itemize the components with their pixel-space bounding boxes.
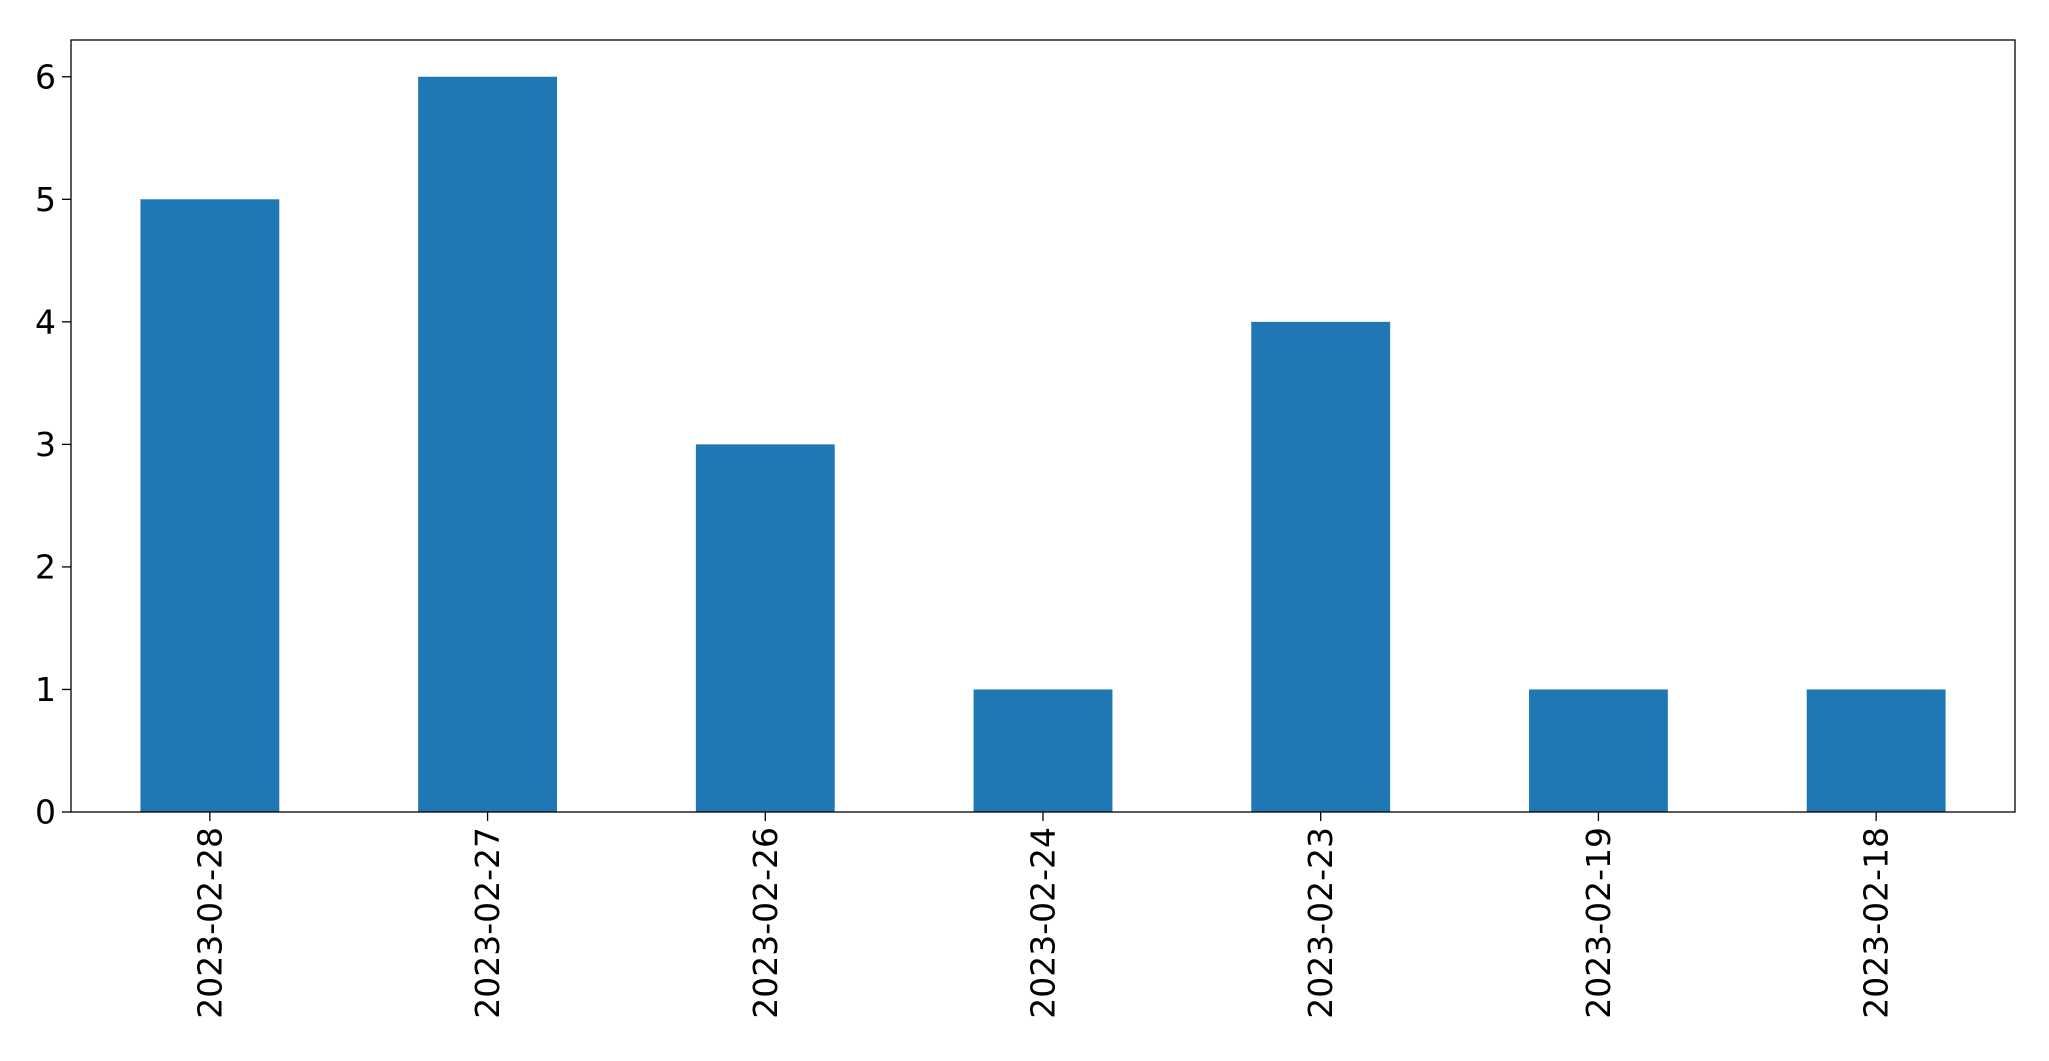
y-tick-label: 6	[35, 57, 56, 96]
bar-2023-02-19	[1529, 689, 1668, 812]
x-tick-label: 2023-02-23	[1301, 827, 1340, 1019]
y-tick-label: 4	[35, 302, 56, 341]
y-tick-label: 0	[35, 793, 56, 832]
bar-2023-02-27	[418, 76, 557, 812]
x-tick-label: 2023-02-27	[468, 827, 507, 1019]
x-tick-label: 2023-02-18	[1857, 827, 1896, 1019]
x-tick-label: 2023-02-24	[1024, 827, 1063, 1019]
bar-2023-02-24	[973, 689, 1113, 812]
y-tick-label: 1	[35, 670, 56, 709]
bar-2023-02-23	[1251, 321, 1391, 812]
x-tick-label: 2023-02-19	[1579, 827, 1618, 1019]
y-axis: 0 1 2 3 4 5 6	[35, 57, 71, 832]
y-tick-label: 3	[35, 425, 56, 464]
bar-2023-02-28	[140, 199, 280, 813]
x-axis: 2023-02-28 2023-02-27 2023-02-26 2023-02-24…	[190, 812, 1896, 1019]
bar-2023-02-18	[1806, 689, 1946, 812]
bars-layer	[140, 76, 1946, 813]
x-tick-label: 2023-02-26	[746, 827, 785, 1019]
x-tick-label: 2023-02-28	[190, 827, 229, 1019]
bar-2023-02-26	[695, 444, 835, 812]
y-tick-label: 5	[35, 180, 56, 219]
y-tick-label: 2	[35, 547, 56, 586]
